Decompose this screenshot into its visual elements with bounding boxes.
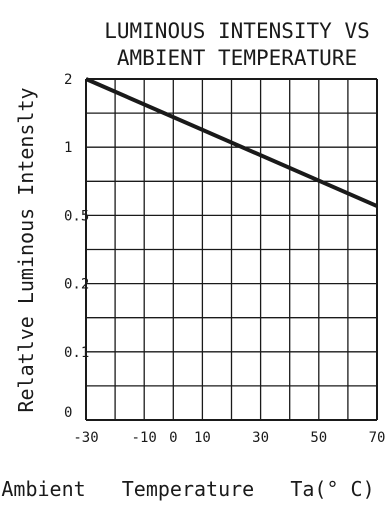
y-tick-label: 0 [64, 405, 72, 421]
y-tick-label: 0.5 [64, 208, 89, 224]
y-axis-label: Relatlve Luminous Intenslty [14, 87, 38, 412]
series-layer [85, 77, 378, 208]
x-tick-label: 10 [194, 430, 211, 446]
plot-grid [85, 78, 378, 421]
y-tick-label: 0.2 [64, 277, 89, 293]
x-tick-label: 30 [252, 430, 269, 446]
x-tick-label: 70 [369, 430, 386, 446]
y-tick-label: 2 [64, 72, 72, 88]
x-axis-label: Ambient Temperature Ta(° C) [1, 477, 374, 501]
x-tick-label: -10 [132, 430, 157, 446]
x-tick-label: -30 [73, 430, 98, 446]
x-tick-label: 0 [169, 430, 177, 446]
series-line [85, 77, 378, 208]
x-tick-labels: -30 -10 0 10 30 50 70 [73, 430, 385, 446]
chart-title-line2: AMBIENT TEMPERATURE [117, 46, 357, 70]
y-tick-labels: 2 1 0.5 0.2 0.1 0 [64, 72, 89, 421]
chart-title-line1: LUMINOUS INTENSITY VS [104, 19, 370, 43]
x-tick-label: 50 [310, 430, 327, 446]
y-tick-label: 1 [64, 140, 72, 156]
y-tick-label: 0.1 [64, 345, 89, 361]
